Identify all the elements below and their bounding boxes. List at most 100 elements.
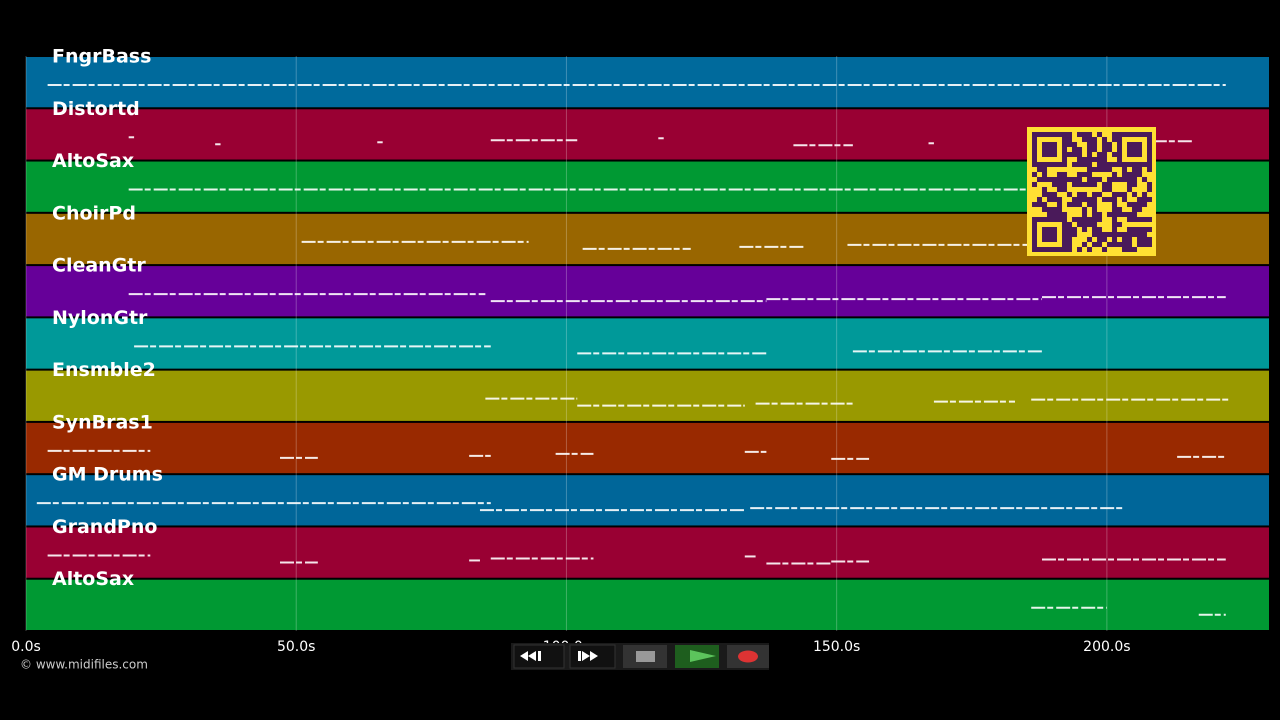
- qr-cell: [1047, 192, 1052, 197]
- lane: [26, 318, 1269, 369]
- qr-cell: [1092, 142, 1097, 147]
- qr-cell: [1087, 237, 1092, 242]
- qr-cell: [1102, 137, 1107, 142]
- qr-cell: [1072, 162, 1077, 167]
- qr-cell: [1132, 227, 1137, 232]
- qr-cell: [1097, 217, 1102, 222]
- qr-cell: [1092, 167, 1097, 172]
- qr-cell: [1092, 227, 1097, 232]
- rewind-button[interactable]: [513, 644, 565, 669]
- qr-cell: [1097, 162, 1102, 167]
- qr-cell: [1127, 237, 1132, 242]
- qr-cell: [1142, 177, 1147, 182]
- qr-cell: [1117, 192, 1122, 197]
- qr-cell: [1097, 232, 1102, 237]
- qr-cell: [1132, 177, 1137, 182]
- qr-cell: [1067, 242, 1072, 247]
- qr-cell: [1112, 152, 1117, 157]
- qr-code: [1027, 127, 1156, 256]
- track-name: AltoSax: [52, 150, 134, 172]
- qr-cell: [1142, 192, 1147, 197]
- qr-cell: [1102, 232, 1107, 237]
- qr-cell: [1112, 217, 1117, 222]
- qr-cell: [1047, 212, 1052, 217]
- transport-controls: [511, 643, 769, 670]
- qr-cell: [1117, 212, 1122, 217]
- qr-cell: [1127, 242, 1132, 247]
- qr-cell: [1102, 247, 1107, 252]
- qr-cell: [1127, 182, 1132, 187]
- qr-cell: [1082, 207, 1087, 212]
- qr-cell: [1092, 177, 1097, 182]
- qr-cell: [1127, 172, 1132, 177]
- qr-cell: [1087, 152, 1092, 157]
- qr-cell: [1042, 167, 1047, 172]
- qr-cell: [1067, 247, 1072, 252]
- qr-cell: [1072, 202, 1077, 207]
- qr-cell: [1087, 167, 1092, 172]
- qr-cell: [1077, 192, 1082, 197]
- qr-cell: [1052, 197, 1057, 202]
- qr-cell: [1107, 162, 1112, 167]
- qr-cell: [1047, 177, 1052, 182]
- qr-cell: [1112, 132, 1117, 137]
- qr-cell: [1142, 217, 1147, 222]
- qr-cell: [1147, 167, 1152, 172]
- track-name: CleanGtr: [52, 255, 146, 277]
- qr-cell: [1107, 197, 1112, 202]
- qr-cell: [1137, 167, 1142, 172]
- play-button[interactable]: [675, 645, 719, 668]
- qr-cell: [1082, 212, 1087, 217]
- qr-cell: [1072, 227, 1077, 232]
- qr-cell: [1097, 242, 1102, 247]
- qr-cell: [1102, 237, 1107, 242]
- qr-cell: [1032, 172, 1037, 177]
- forward-button[interactable]: [569, 644, 616, 669]
- qr-cell: [1132, 172, 1137, 177]
- qr-cell: [1057, 202, 1062, 207]
- qr-cell: [1117, 207, 1122, 212]
- record-button[interactable]: [727, 645, 769, 668]
- stop-button[interactable]: [623, 645, 667, 668]
- qr-cell: [1032, 182, 1037, 187]
- qr-cell: [1127, 227, 1132, 232]
- track-name: ChoirPd: [52, 202, 136, 224]
- qr-cell: [1072, 152, 1077, 157]
- qr-cell: [1102, 157, 1107, 162]
- qr-cell: [1037, 177, 1042, 182]
- qr-cell: [1067, 227, 1072, 232]
- qr-cell: [1147, 197, 1152, 202]
- qr-cell: [1102, 162, 1107, 167]
- qr-cell: [1042, 187, 1047, 192]
- qr-finder-core: [1042, 227, 1057, 242]
- qr-finder: [1032, 217, 1067, 252]
- qr-cell: [1082, 197, 1087, 202]
- qr-cell: [1077, 157, 1082, 162]
- qr-cell: [1067, 137, 1072, 142]
- qr-cell: [1107, 242, 1112, 247]
- qr-cell: [1127, 177, 1132, 182]
- qr-cell: [1117, 177, 1122, 182]
- qr-cell: [1082, 242, 1087, 247]
- qr-cell: [1112, 177, 1117, 182]
- qr-cell: [1067, 132, 1072, 137]
- qr-cell: [1132, 212, 1137, 217]
- qr-cell: [1137, 242, 1142, 247]
- qr-finder-core: [1042, 142, 1057, 157]
- qr-cell: [1112, 242, 1117, 247]
- qr-cell: [1082, 162, 1087, 167]
- qr-cell: [1112, 227, 1117, 232]
- qr-cell: [1057, 172, 1062, 177]
- track-name: Distortd: [52, 98, 140, 120]
- track-name: Ensmble2: [52, 359, 156, 381]
- qr-cell: [1057, 212, 1062, 217]
- qr-cell: [1087, 222, 1092, 227]
- qr-cell: [1122, 192, 1127, 197]
- qr-cell: [1147, 217, 1152, 222]
- qr-cell: [1082, 137, 1087, 142]
- qr-finder: [1117, 132, 1152, 167]
- qr-cell: [1087, 157, 1092, 162]
- qr-cell: [1097, 177, 1102, 182]
- qr-cell: [1042, 207, 1047, 212]
- track-labels: FngrBass Distortd AltoSax ChoirPd CleanGtr Ny…: [52, 46, 163, 591]
